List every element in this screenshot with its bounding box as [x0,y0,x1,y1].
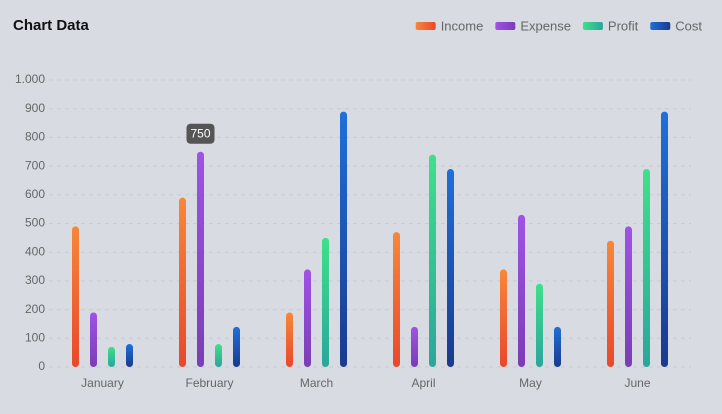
y-tick-label: 0 [38,359,45,373]
legend-label: Expense [520,18,571,33]
legend-swatch [495,22,516,30]
bar [340,111,347,367]
bar [179,197,186,367]
bar [286,312,293,367]
legend-label: Cost [675,18,702,33]
bar [625,226,632,367]
x-tick-label: January [81,376,124,390]
legend-label: Income [441,18,484,33]
y-tick-label: 1.000 [15,72,45,86]
bar [554,326,561,367]
y-tick-label: 200 [25,302,45,316]
bar [500,269,507,367]
y-tick-label: 900 [25,101,45,115]
bar [661,111,668,367]
bar [90,312,97,367]
bar [518,214,525,367]
bar [393,232,400,367]
bar [126,344,133,367]
bar [197,151,204,367]
y-tick-label: 400 [25,244,45,258]
x-tick-label: April [411,376,435,390]
y-tick-label: 100 [25,330,45,344]
legend-swatch [650,22,671,30]
bar [447,168,454,367]
bar [429,154,436,367]
x-tick-label: May [519,376,542,390]
tooltip-box [186,123,215,144]
y-tick-label: 700 [25,158,45,172]
bar [607,240,614,367]
chart-title: Chart Data [13,17,90,34]
y-tick-label: 600 [25,187,45,201]
legend-swatch [582,22,603,30]
y-tick-label: 800 [25,130,45,144]
x-tick-label: June [624,376,650,390]
x-tick-label: March [300,376,333,390]
legend-swatch [415,22,436,30]
y-tick-label: 300 [25,273,45,287]
bar [536,283,543,367]
bar [72,226,79,367]
tooltip-text: 750 [190,126,210,140]
x-tick-label: February [185,376,233,390]
bar [215,344,222,367]
bar [411,326,418,367]
legend-label: Profit [608,18,639,33]
bar [304,269,311,367]
bar [108,346,115,367]
bar [322,237,329,367]
y-tick-label: 500 [25,216,45,230]
bar [233,326,240,367]
bar [643,168,650,367]
